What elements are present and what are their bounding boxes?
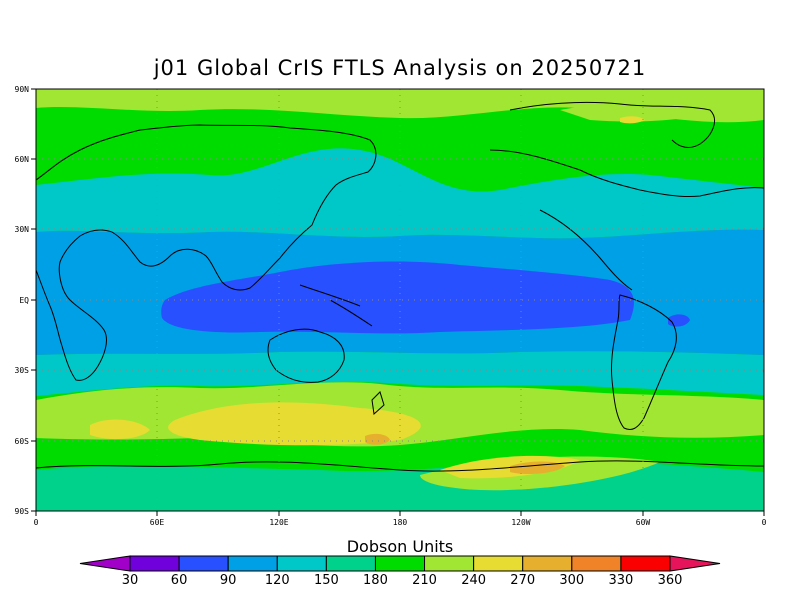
colorbar-level-label: 120 xyxy=(264,573,290,588)
lon-tick-label: 60E xyxy=(150,518,165,527)
lat-tick-label: 60S xyxy=(15,437,30,446)
colorbar-level-label: 150 xyxy=(313,573,339,588)
graticule xyxy=(36,89,764,511)
lat-tick-label: 30S xyxy=(15,366,30,375)
colorbar xyxy=(79,555,721,572)
colorbar-swatch xyxy=(227,555,278,572)
colorbar-level-label: 270 xyxy=(510,573,536,588)
lon-tick-label: 180 xyxy=(393,518,408,527)
units-label: Dobson Units xyxy=(346,537,454,556)
colorbar-level-label: 210 xyxy=(412,573,437,588)
colorbar-min-arrow xyxy=(79,555,131,572)
colorbar-max-arrow xyxy=(669,555,721,572)
lon-tick-label: 0 xyxy=(34,518,39,527)
colorbar-swatch xyxy=(522,555,573,572)
colorbar-level-label: 90 xyxy=(219,573,237,588)
lat-tick-label: 90N xyxy=(15,85,30,94)
colorbar-swatch xyxy=(129,555,180,572)
lon-tick-label: 120W xyxy=(511,518,530,527)
colorbar-level-label: 30 xyxy=(121,573,139,588)
map-title: j01 Global CrIS FTLS Analysis on 2025072… xyxy=(153,56,647,80)
lat-tick-label: 60N xyxy=(15,155,30,164)
colorbar-swatch xyxy=(424,555,475,572)
colorbar-swatch xyxy=(620,555,671,572)
lon-tick-label: 0 xyxy=(762,518,767,527)
colorbar-swatch xyxy=(374,555,426,572)
lon-tick-label: 120E xyxy=(269,518,288,527)
colorbar-swatch xyxy=(571,555,622,572)
colorbar-level-label: 60 xyxy=(170,573,188,588)
colorbar-level-label: 180 xyxy=(363,573,388,588)
colorbar-swatch xyxy=(473,555,524,572)
colorbar-swatch xyxy=(276,555,327,572)
lat-tick-label: EQ xyxy=(19,296,29,305)
lat-tick-label: 90S xyxy=(15,507,30,516)
lat-tick-label: 30N xyxy=(15,225,30,234)
colorbar-level-label: 330 xyxy=(608,573,634,588)
colorbar-level-label: 360 xyxy=(657,573,683,588)
coastlines xyxy=(36,101,764,472)
lon-tick-label: 60W xyxy=(636,518,651,527)
colorbar-level-label: 240 xyxy=(461,573,487,588)
colorbar-swatch xyxy=(325,555,376,572)
colorbar-level-label: 300 xyxy=(559,573,585,588)
colorbar-swatch xyxy=(178,555,229,572)
